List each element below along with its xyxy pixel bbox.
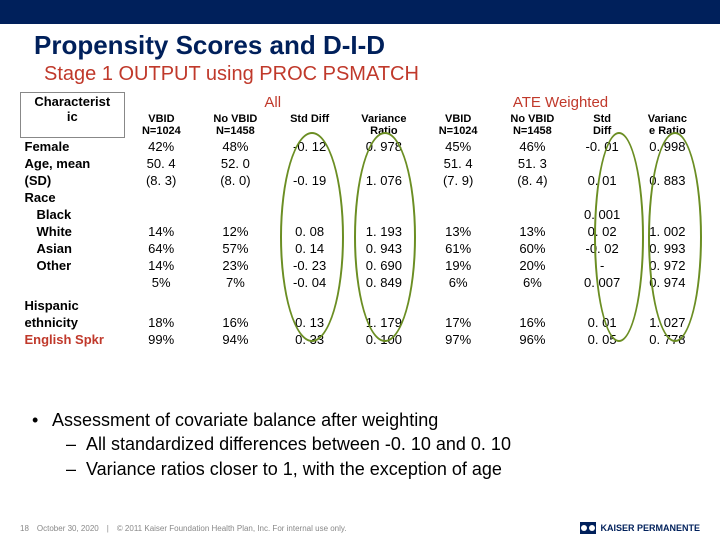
- col-all: All: [124, 93, 421, 112]
- col-stddiff2: Std Diff: [570, 112, 635, 138]
- footer-copyright: © 2011 Kaiser Foundation Health Plan, In…: [117, 524, 347, 533]
- footer-date: October 30, 2020: [37, 524, 99, 533]
- page-subtitle: Stage 1 OUTPUT using PROC PSMATCH: [0, 63, 720, 92]
- balance-table: Characterist ic All ATE Weighted VBID N=…: [20, 92, 700, 348]
- col-varratio2: Varianc e Ratio: [635, 112, 700, 138]
- col-stddiff1: Std Diff: [273, 112, 347, 138]
- row-black: Black 0. 001: [21, 206, 701, 223]
- row-female: Female 42% 48% -0. 12 0. 978 45% 46% -0.…: [21, 138, 701, 156]
- bullet-3: –Variance ratios closer to 1, with the e…: [32, 457, 692, 481]
- header-row-1: Characterist ic All ATE Weighted: [21, 93, 701, 112]
- footer: 18 October 30, 2020 | © 2011 Kaiser Foun…: [20, 522, 700, 534]
- row-english: English Spkr 99%94%0. 330. 100 97%96%0. …: [21, 331, 701, 348]
- row-race: Race: [21, 189, 701, 206]
- page-title: Propensity Scores and D-I-D: [0, 24, 720, 63]
- col-novbid1: No VBID N=1458: [198, 112, 272, 138]
- bullet-2: –All standardized differences between -0…: [32, 432, 692, 456]
- row-other: Other 14%23%-0. 230. 690 19%20%-0. 972: [21, 257, 701, 274]
- col-varratio1: Variance Ratio: [347, 112, 421, 138]
- col-vbid1: VBID N=1024: [124, 112, 198, 138]
- bullet-1: •Assessment of covariate balance after w…: [32, 408, 692, 432]
- row-age-1: Age, mean 50. 4 52. 0 51. 4 51. 3: [21, 155, 701, 172]
- col-ate: ATE Weighted: [421, 93, 700, 112]
- kp-logo: KAISER PERMANENTE: [580, 522, 700, 534]
- page-number: 18: [20, 524, 29, 533]
- kp-icon: [580, 522, 596, 534]
- row-ethnicity: ethnicity 18%16%0. 131. 179 17%16%0. 011…: [21, 314, 701, 331]
- row-asian: Asian 64%57%0. 140. 943 61%60%-0. 020. 9…: [21, 240, 701, 257]
- bullet-list: •Assessment of covariate balance after w…: [32, 408, 692, 481]
- col-novbid2: No VBID N=1458: [495, 112, 569, 138]
- top-bar: [0, 0, 720, 24]
- col-vbid2: VBID N=1024: [421, 112, 495, 138]
- row-age-2: (SD) (8. 3) (8. 0) -0. 19 1. 076 (7. 9) …: [21, 172, 701, 189]
- row-other2: 5%7%-0. 040. 849 6%6%0. 0070. 974: [21, 274, 701, 291]
- col-characteristic: Characterist ic: [21, 93, 125, 138]
- row-hispanic: Hispanic: [21, 297, 701, 314]
- data-table-wrapper: Characterist ic All ATE Weighted VBID N=…: [20, 92, 700, 348]
- row-white: White 14%12%0. 081. 193 13%13%0. 021. 00…: [21, 223, 701, 240]
